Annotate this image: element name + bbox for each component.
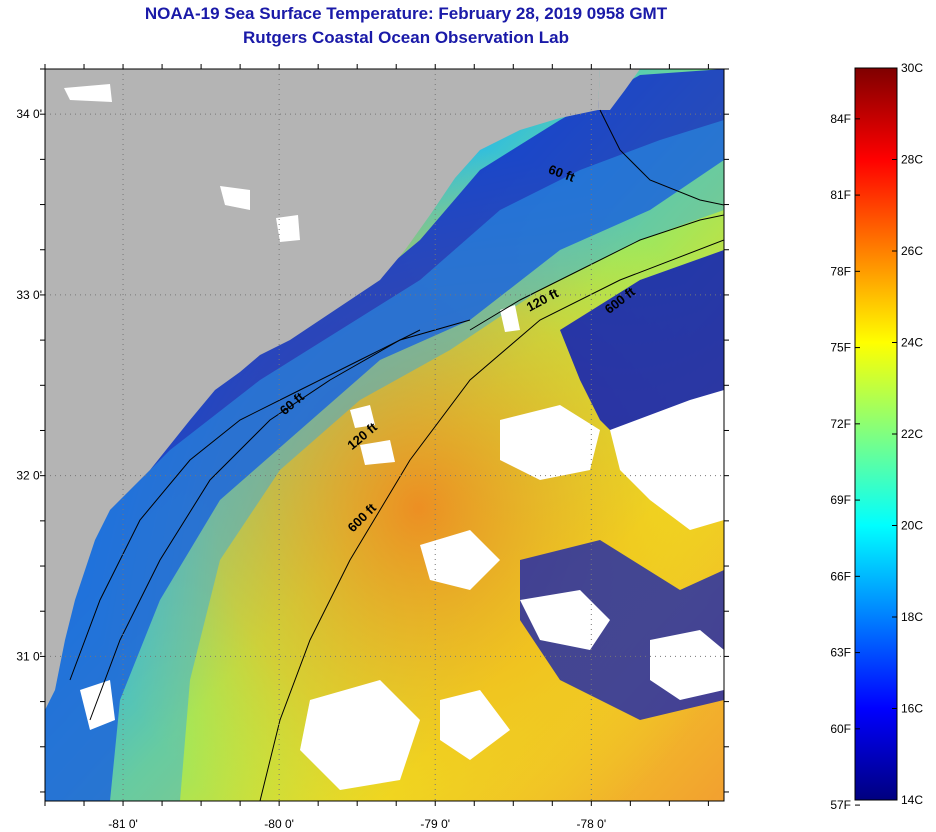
lon-tick-label: -81 0' [108, 817, 138, 831]
lat-tick-label: 33 0' [16, 288, 42, 302]
map-title: NOAA-19 Sea Surface Temperature: Februar… [144, 4, 668, 23]
colorbar-ticks: 30C 28C 26C 24C 22C 20C 18C 16C 14C 84F 81F 78F 75F 7… [830, 61, 923, 812]
lon-tick-label: -79 0' [420, 817, 450, 831]
fahrenheit-label: 84F [830, 112, 851, 126]
lon-tick-label: -80 0' [264, 817, 294, 831]
contour-60ft-south [69, 329, 421, 681]
lat-tick-label: 32 0' [16, 469, 42, 483]
celsius-label: 16C [901, 702, 923, 716]
fahrenheit-label: 69F [830, 493, 851, 507]
celsius-label: 30C [901, 61, 923, 75]
land-northeast [598, 69, 640, 110]
gridlines [45, 69, 724, 801]
fahrenheit-label: 57F [830, 798, 851, 812]
fahrenheit-label: 75F [830, 341, 851, 355]
colorbar-rect [854, 67, 898, 801]
celsius-label: 22C [901, 427, 923, 441]
fahrenheit-label: 72F [830, 417, 851, 431]
fahrenheit-label: 81F [830, 188, 851, 202]
celsius-label: 18C [901, 610, 923, 624]
celsius-label: 14C [901, 793, 923, 807]
shelf-water [45, 120, 724, 801]
lat-tick-label: 31 0' [16, 649, 42, 663]
celsius-label: 26C [901, 244, 923, 258]
celsius-label: 28C [901, 153, 923, 167]
lat-tick-label: 34 0' [16, 107, 42, 121]
contour-120ft [469, 214, 724, 331]
land-mass [45, 69, 600, 710]
coastal-cold-water [45, 69, 724, 801]
celsius-label: 24C [901, 336, 923, 350]
cloud-cover [64, 84, 724, 790]
axis-ticks: 34 0' 33 0' 32 0' 31 0' -81 0' -80 0' -79 0' -7… [16, 64, 729, 831]
map-frame [44, 68, 725, 802]
isobath-contours [69, 109, 724, 801]
map-subtitle: Rutgers Coastal Ocean Observation Lab [243, 28, 569, 47]
lon-tick-label: -78 0' [576, 817, 606, 831]
celsius-label: 20C [901, 519, 923, 533]
contour-600ft [259, 239, 724, 801]
fahrenheit-label: 78F [830, 264, 851, 278]
contour-120ft-south [89, 319, 471, 721]
fahrenheit-label: 66F [830, 569, 851, 583]
fahrenheit-label: 63F [830, 646, 851, 660]
map-area [45, 69, 724, 801]
contour-60ft-north [599, 109, 724, 206]
fahrenheit-label: 60F [830, 722, 851, 736]
